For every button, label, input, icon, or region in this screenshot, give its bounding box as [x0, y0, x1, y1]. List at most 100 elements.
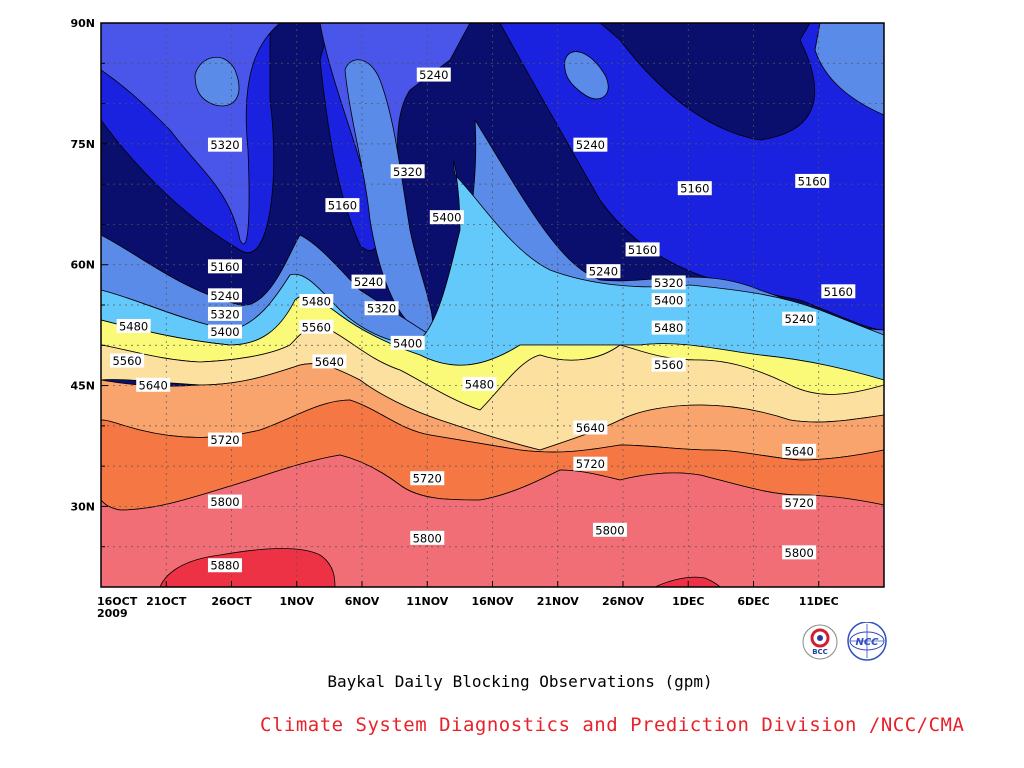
ncc-logo-icon: NCC [847, 621, 887, 661]
contour-label: 5480 [462, 376, 497, 391]
contour-label: 5720 [782, 495, 817, 510]
x-tick-label: 11NOV [406, 595, 449, 608]
contour-label: 5400 [651, 293, 686, 308]
contour-label-bg [429, 210, 464, 225]
x-tick-label: 16NOV [471, 595, 514, 608]
contour-label: 5160 [821, 284, 856, 299]
contour-label-bg [651, 357, 686, 372]
contour-label-text: 5240 [210, 289, 239, 303]
y-tick-label: 30N [70, 500, 95, 513]
contour-label-text: 5320 [367, 302, 396, 316]
contour-label-bg [207, 432, 242, 447]
contour-label-text: 5240 [785, 312, 814, 326]
contour-label-bg [651, 275, 686, 290]
y-tick-label: 60N [70, 259, 95, 272]
contour-label: 5640 [312, 354, 347, 369]
contour-label-bg [207, 494, 242, 509]
contour-label: 5480 [299, 293, 334, 308]
contour-label: 5720 [573, 456, 608, 471]
contour-label: 5160 [677, 181, 712, 196]
contour-label-text: 5640 [315, 355, 344, 369]
contour-line [101, 319, 231, 346]
x-tick-label: 16OCT [97, 595, 138, 608]
contour-label-bg [390, 164, 425, 179]
contour-label: 5240 [782, 311, 817, 326]
contour-label-text: 5800 [413, 531, 442, 545]
contour-label-bg [573, 456, 608, 471]
x-tick-label: 2009 [97, 607, 128, 620]
contour-label: 5240 [351, 274, 386, 289]
contour-label-text: 5160 [328, 199, 357, 213]
contour-label-bg [625, 242, 660, 257]
contour-label-bg [586, 264, 621, 279]
contour-label-text: 5640 [139, 378, 168, 392]
contour-label-text: 5800 [210, 495, 239, 509]
contour-label-bg [207, 324, 242, 339]
contour-label-bg [207, 558, 242, 573]
contour-label: 5320 [207, 306, 242, 321]
credit-line: Climate System Diagnostics and Predictio… [260, 714, 965, 736]
contour-label-text: 5640 [576, 421, 605, 435]
x-tick-label: 6NOV [345, 595, 380, 608]
contour-label-text: 5720 [576, 457, 605, 471]
contour-label-text: 5240 [589, 265, 618, 279]
y-tick-label: 75N [70, 138, 95, 151]
contour-label: 5560 [299, 319, 334, 334]
contour-label-bg [410, 530, 445, 545]
contour-label-text: 5560 [112, 354, 141, 368]
contour-label: 5400 [390, 335, 425, 350]
contour-label-text: 5320 [393, 165, 422, 179]
contour-label-bg [351, 274, 386, 289]
contour-label-bg [410, 471, 445, 486]
contour-label-bg [651, 320, 686, 335]
contour-label: 5320 [390, 164, 425, 179]
contour-label-bg [782, 545, 817, 560]
contour-label-text: 5160 [680, 182, 709, 196]
contour-label-bg [136, 377, 171, 392]
contour-label-text: 5800 [595, 523, 624, 537]
contour-label-bg [207, 288, 242, 303]
contour-label-text: 5480 [119, 319, 148, 333]
contour-label-text: 5240 [354, 275, 383, 289]
contour-label: 5160 [625, 242, 660, 257]
contour-label-text: 5480 [302, 294, 331, 308]
contour-label-bg [782, 443, 817, 458]
contour-label-bg [651, 293, 686, 308]
contour-label-text: 5320 [654, 276, 683, 290]
contour-label-bg [795, 173, 830, 188]
contour-label: 5320 [651, 275, 686, 290]
grid-lines [101, 23, 884, 587]
contour-label-text: 5480 [654, 321, 683, 335]
contour-labels: 5320 5240 5320 5160 5400 5240 5160 5160 5160 5240… [110, 67, 856, 573]
contour-label: 5240 [207, 288, 242, 303]
contour-label-text: 5640 [785, 444, 814, 458]
x-tick-label: 11DEC [799, 595, 839, 608]
contour-label-bg [364, 301, 399, 316]
chart-title: Baykal Daily Blocking Observations (gpm) [327, 672, 713, 691]
contour-label-text: 5160 [824, 285, 853, 299]
contour-label: 5640 [136, 377, 171, 392]
contour-label-text: 5240 [419, 68, 448, 82]
contour-label: 5240 [573, 137, 608, 152]
logos: BCC NCC [800, 621, 896, 662]
contour-label: 5560 [651, 357, 686, 372]
contour-label-bg [207, 259, 242, 274]
y-tick-label: 45N [70, 380, 95, 393]
contour-label-bg [325, 198, 360, 213]
contour-label-text: 5320 [210, 138, 239, 152]
contour-label: 5240 [586, 264, 621, 279]
contour-label-text: 5400 [432, 211, 461, 225]
contour-label: 5480 [651, 320, 686, 335]
x-tick-label: 21OCT [146, 595, 187, 608]
contour-label: 5800 [207, 494, 242, 509]
contour-label-bg [592, 522, 627, 537]
contour-label: 5720 [410, 471, 445, 486]
contour-label-text: 5320 [210, 307, 239, 321]
contour-label-bg [299, 319, 334, 334]
contour-label-bg [110, 353, 145, 368]
contour-label-text: 5160 [628, 243, 657, 257]
contour-label-bg [416, 67, 451, 82]
contour-label-text: 5160 [210, 260, 239, 274]
x-tick-label: 1DEC [672, 595, 704, 608]
